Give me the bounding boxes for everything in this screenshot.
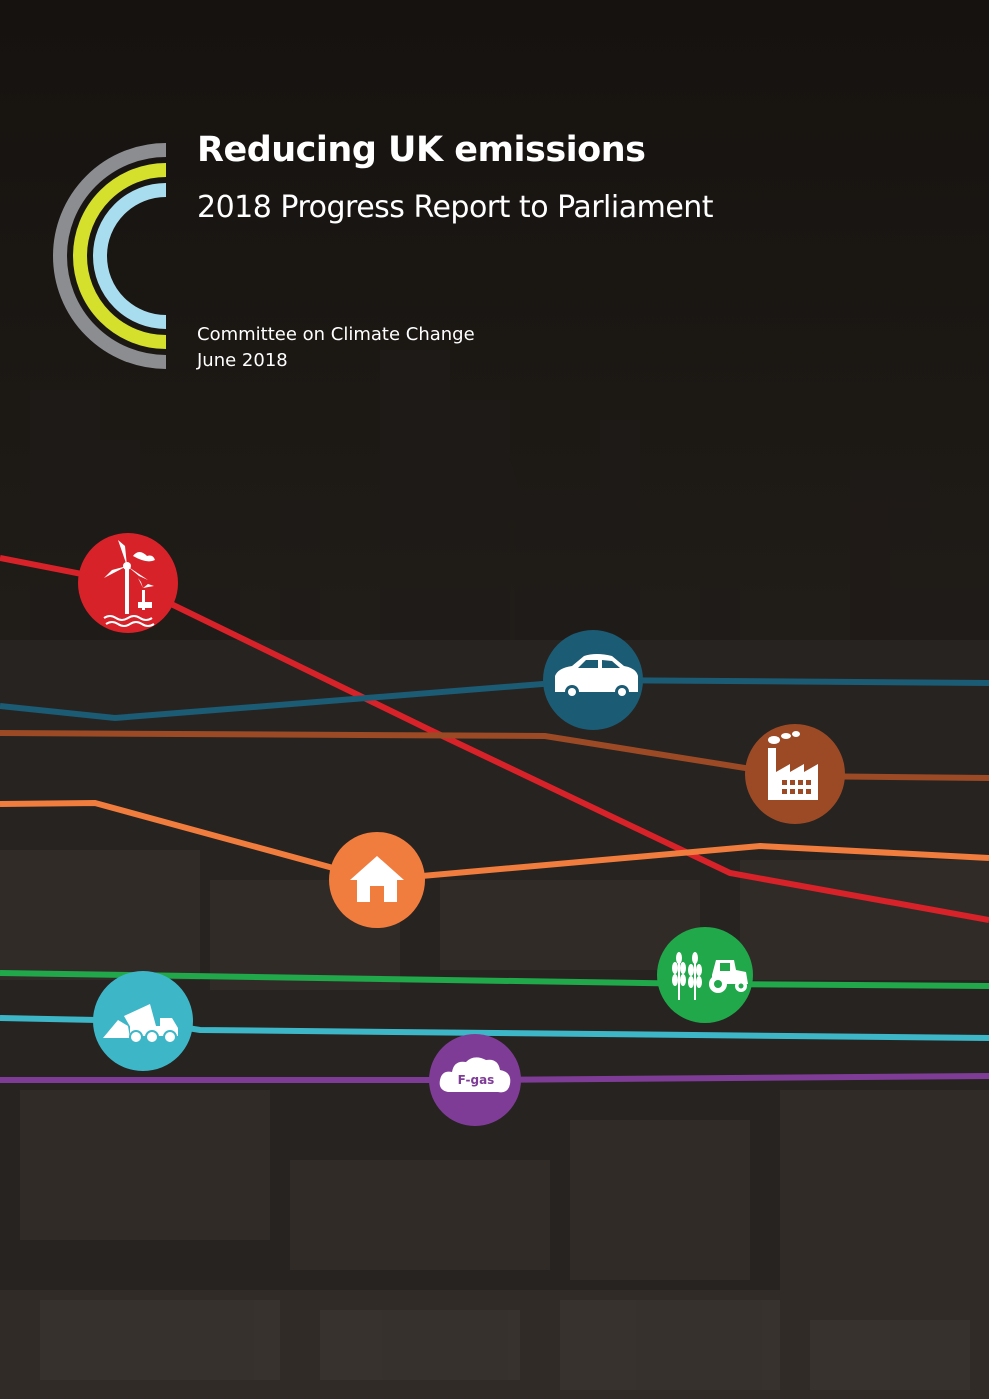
organisation-name: Committee on Climate Change <box>197 324 475 345</box>
wind-turbine-icon <box>78 533 178 633</box>
house-icon <box>329 832 425 928</box>
buildings-line <box>0 799 989 884</box>
publication-date: June 2018 <box>197 350 288 371</box>
report-subtitle: 2018 Progress Report to Parliament <box>197 190 714 225</box>
factory-icon <box>745 724 845 824</box>
dump-truck-icon <box>93 971 193 1071</box>
report-title: Reducing UK emissions <box>197 130 646 170</box>
cloud-icon <box>429 1034 521 1126</box>
transport-line <box>0 676 989 722</box>
f-gas-label: F-gas <box>458 1073 495 1087</box>
crops-tractor-icon <box>657 927 753 1023</box>
industry-line <box>0 730 989 781</box>
ccc-logo-icon <box>53 143 167 369</box>
car-icon <box>543 630 643 730</box>
